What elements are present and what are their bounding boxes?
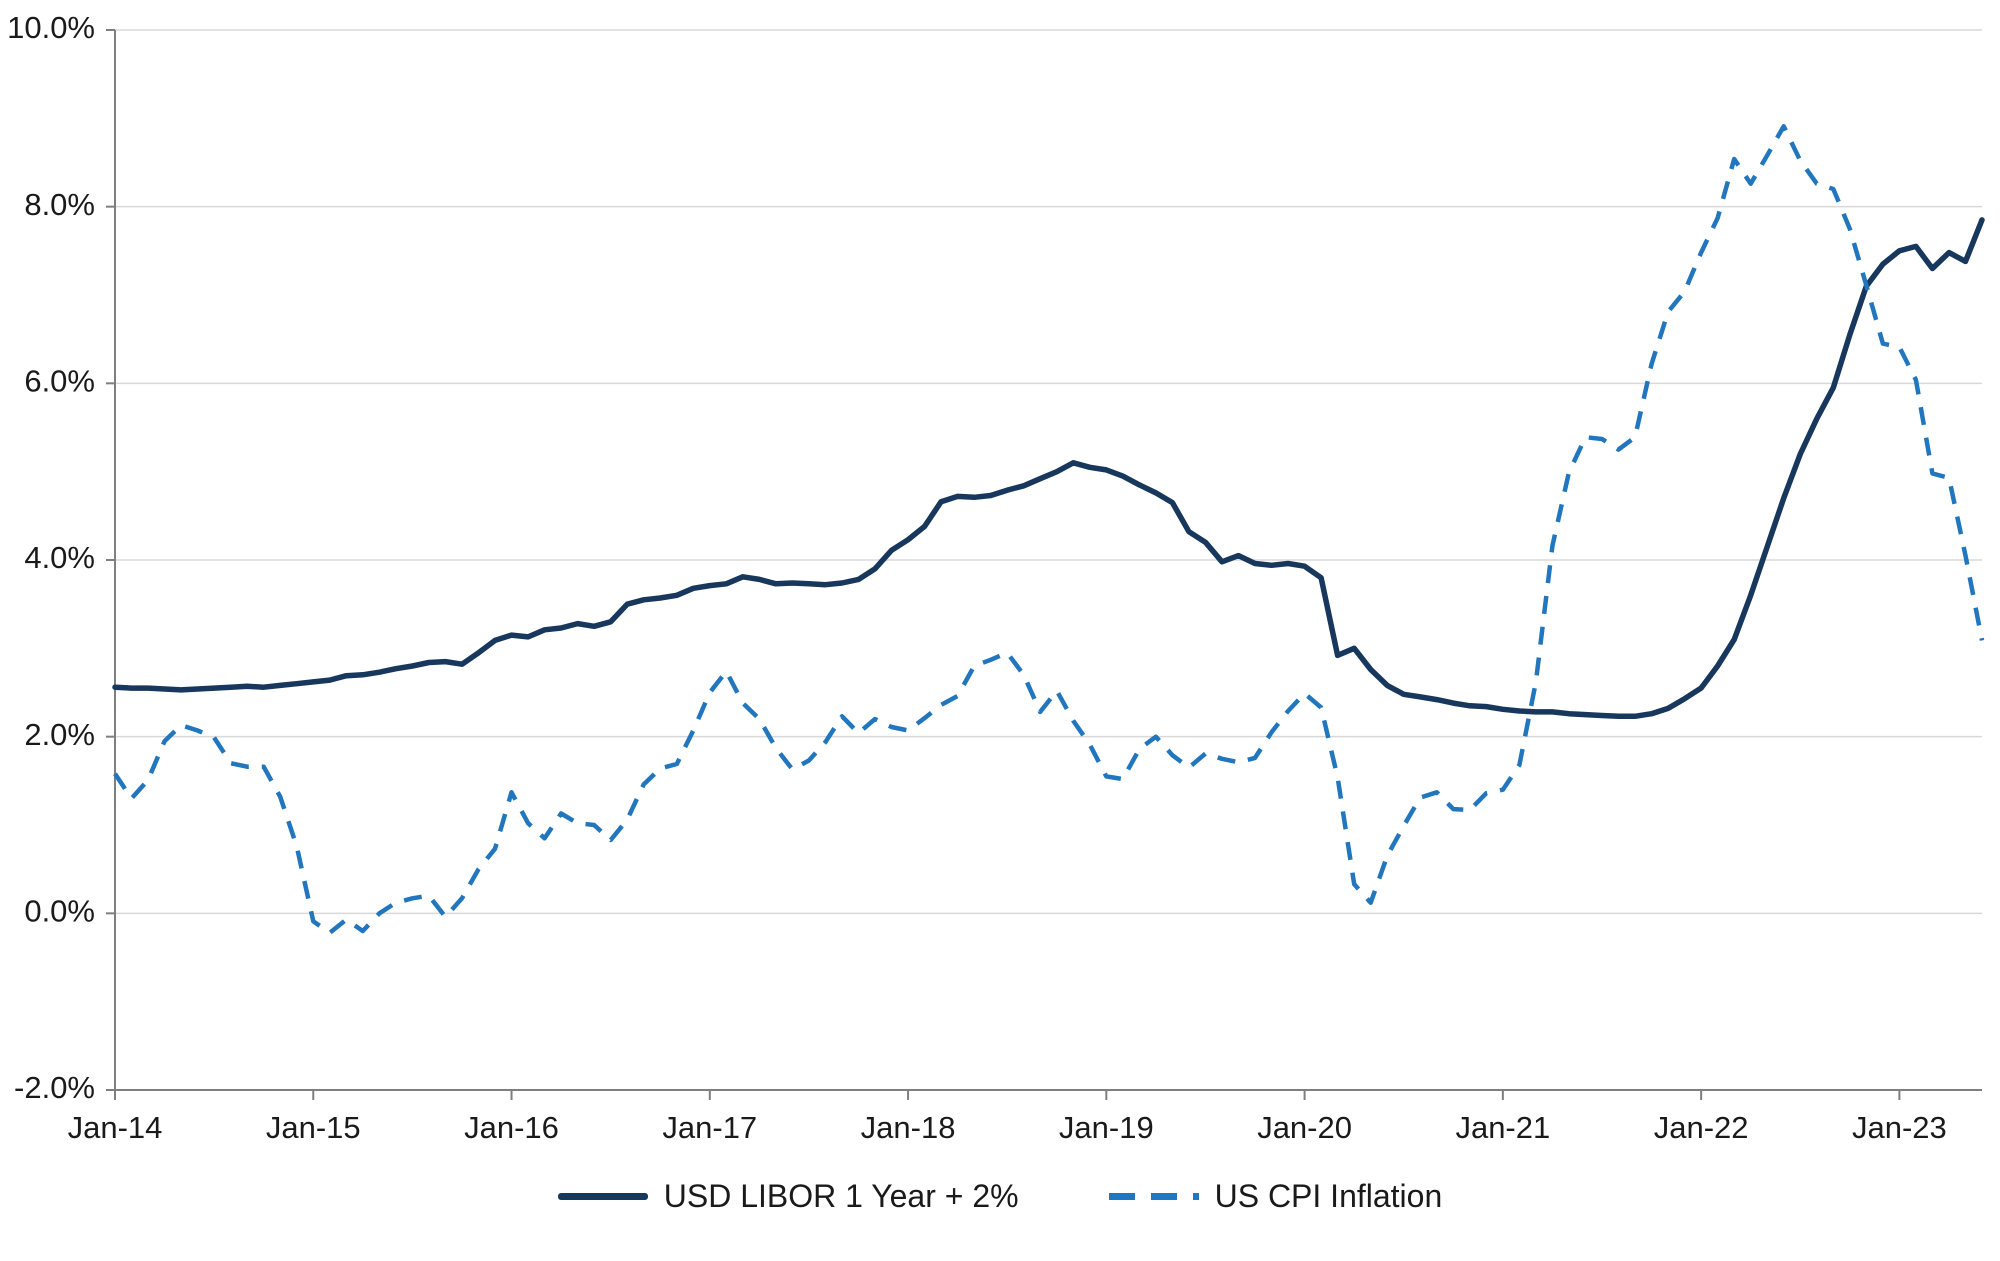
x-axis-label: Jan-14 [68, 1110, 163, 1145]
y-axis-label: 4.0% [24, 540, 95, 575]
x-axis-label: Jan-18 [861, 1110, 956, 1145]
y-axis-label: 0.0% [24, 894, 95, 929]
y-axis-label: -2.0% [14, 1070, 95, 1105]
x-axis-label: Jan-20 [1257, 1110, 1352, 1145]
libor-solid-line-sample [557, 1193, 648, 1200]
x-axis-label: Jan-19 [1059, 1110, 1154, 1145]
x-axis-label: Jan-15 [266, 1110, 361, 1145]
legend-label-cpi: US CPI Inflation [1214, 1178, 1443, 1214]
legend-item-cpi: US CPI Inflation [1108, 1178, 1443, 1215]
y-axis-label: 2.0% [24, 717, 95, 752]
y-axis-label: 6.0% [24, 364, 95, 399]
x-axis-label: Jan-22 [1654, 1110, 1749, 1145]
y-axis-label: 10.0% [7, 10, 95, 45]
chart-legend: USD LIBOR 1 Year + 2% US CPI Inflation [0, 1178, 2000, 1215]
legend-item-libor: USD LIBOR 1 Year + 2% [557, 1178, 1019, 1215]
x-axis-label: Jan-16 [464, 1110, 559, 1145]
libor-series-line [112, 217, 1985, 720]
x-axis-label: Jan-17 [662, 1110, 757, 1145]
x-axis-label: Jan-21 [1455, 1110, 1550, 1145]
cpi-dashed-line-sample [1108, 1193, 1199, 1200]
line-chart: -2.0% 0.0% 2.0% 4.0% 6.0% 8.0% 10.0% Jan-14 Jan-… [7, 10, 1985, 1145]
cpi-series-line [113, 124, 1985, 936]
x-axis-label: Jan-23 [1852, 1110, 1947, 1145]
y-axis-label: 8.0% [24, 187, 95, 222]
legend-label-libor: USD LIBOR 1 Year + 2% [663, 1178, 1019, 1214]
